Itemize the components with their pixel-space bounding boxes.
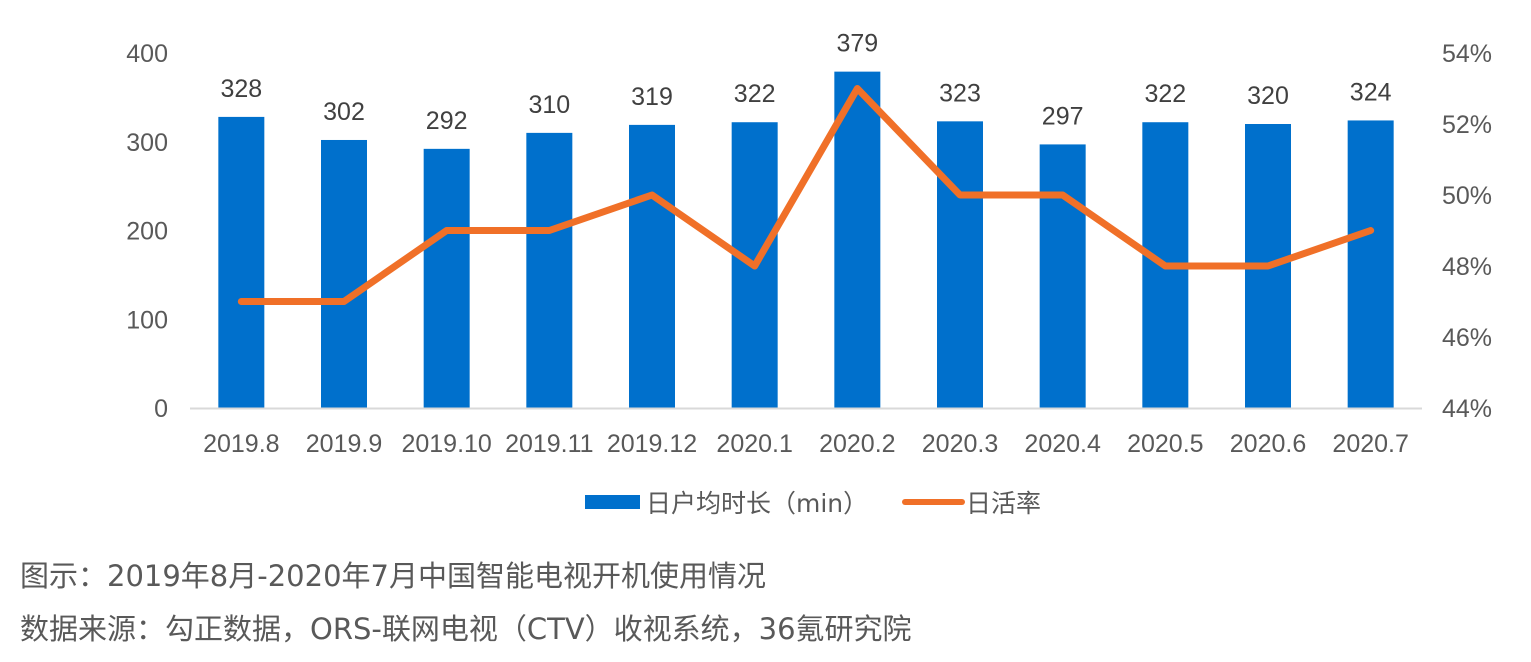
x-tick-label: 2019.8: [203, 430, 279, 458]
bar-series: [218, 71, 1394, 409]
line-path: [237, 85, 1375, 305]
x-tick-label: 2020.3: [922, 430, 998, 458]
y-right-tick-label: 44%: [1442, 395, 1492, 423]
y-right-tick-label: 50%: [1442, 182, 1492, 210]
bar-data-label: 324: [1350, 78, 1392, 106]
bar-data-label: 328: [220, 75, 262, 103]
bar-data-label: 322: [1144, 80, 1186, 108]
bar-data-label: 297: [1042, 102, 1084, 130]
bar: [423, 148, 470, 408]
y-right-tick-label: 52%: [1442, 111, 1492, 139]
y-left-tick-label: 0: [154, 395, 168, 423]
legend-line-label: 日活率: [966, 489, 1041, 518]
x-tick-label: 2019.12: [607, 430, 697, 458]
legend: 日户均时长（min） 日活率: [585, 489, 1041, 518]
y-left-tick-label: 300: [126, 129, 168, 157]
x-tick-label: 2019.9: [306, 430, 382, 458]
x-axis-ticks: 2019.8 2019.9 2019.10 2019.11 2019.12 2020.1 2…: [203, 430, 1409, 458]
bar: [321, 139, 367, 408]
x-tick-label: 2020.6: [1230, 430, 1306, 458]
legend-bar-label: 日户均时长（min）: [646, 489, 868, 518]
y-right-tick-label: 46%: [1442, 324, 1492, 352]
x-tick-label: 2020.5: [1127, 430, 1203, 458]
bar: [1347, 120, 1394, 408]
y-right-tick-label: 48%: [1442, 253, 1492, 281]
y-axis-right: 44% 46% 48% 50% 52% 54%: [1442, 40, 1492, 423]
bar-data-label: 310: [528, 91, 570, 119]
x-tick-label: 2019.10: [401, 430, 491, 458]
bar: [834, 71, 881, 408]
bar-data-label: 320: [1247, 82, 1289, 110]
x-tick-label: 2020.1: [716, 430, 792, 458]
source-caption: 数据来源：勾正数据，ORS-联网电视（CTV）收视系统，36氪研究院: [20, 612, 912, 646]
bar: [1039, 144, 1086, 408]
bar-data-label: 322: [734, 80, 776, 108]
x-tick-label: 2020.2: [819, 430, 895, 458]
bar-data-label: 302: [323, 98, 365, 126]
bar: [937, 121, 983, 409]
x-tick-label: 2020.4: [1024, 430, 1101, 458]
bar: [526, 132, 573, 408]
y-left-tick-label: 100: [126, 306, 168, 334]
line-series: [237, 85, 1375, 305]
legend-bar-swatch: [585, 495, 640, 509]
y-right-tick-label: 54%: [1442, 40, 1492, 68]
chart: 0 100 200 300 400 44% 46% 48% 50% 52% 54% 328 302 2…: [126, 30, 1492, 518]
bar: [218, 116, 265, 409]
y-left-tick-label: 400: [126, 40, 168, 68]
bar-data-label: 292: [426, 107, 468, 135]
bar-data-label: 319: [631, 83, 673, 111]
figure-caption: 图示：2019年8月-2020年7月中国智能电视开机使用情况: [20, 559, 766, 593]
bar: [629, 124, 675, 408]
bar-data-label: 323: [939, 79, 981, 107]
y-left-tick-label: 200: [126, 218, 168, 246]
bar-data-labels: 328 302 292 310 319 322 379 323 297 322 320 324: [220, 30, 1391, 135]
x-tick-label: 2020.7: [1332, 430, 1408, 458]
x-tick-label: 2019.11: [505, 430, 594, 458]
bar-data-label: 379: [836, 30, 878, 58]
y-axis-left: 0 100 200 300 400: [126, 40, 168, 423]
